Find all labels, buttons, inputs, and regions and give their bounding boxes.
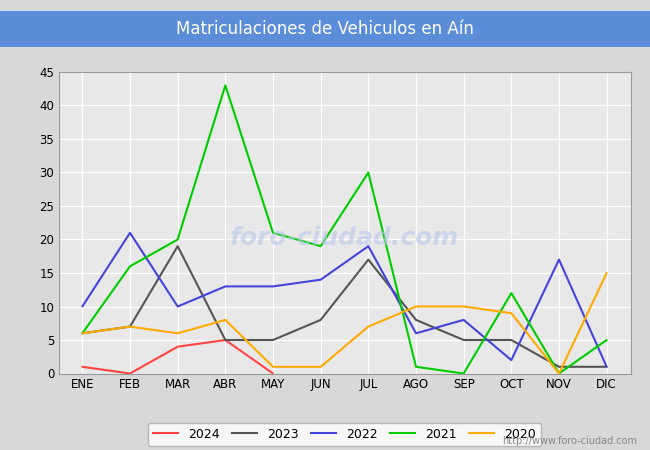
2020: [79, 331, 86, 336]
2020: [460, 304, 467, 309]
2024: [126, 371, 134, 376]
2021: [126, 264, 134, 269]
2020: [317, 364, 324, 369]
2023: [174, 243, 181, 249]
Line: 2024: 2024: [83, 340, 273, 374]
2021: [222, 83, 229, 88]
2023: [126, 324, 134, 329]
2022: [603, 364, 610, 369]
2023: [603, 364, 610, 369]
2021: [79, 331, 86, 336]
2023: [269, 338, 277, 343]
2024: [174, 344, 181, 349]
2021: [603, 338, 610, 343]
2024: [79, 364, 86, 369]
2023: [222, 338, 229, 343]
2020: [222, 317, 229, 323]
2022: [555, 257, 563, 262]
2022: [365, 243, 372, 249]
2021: [460, 371, 467, 376]
2023: [79, 331, 86, 336]
2021: [317, 243, 324, 249]
2020: [365, 324, 372, 329]
2023: [508, 338, 515, 343]
2022: [460, 317, 467, 323]
2022: [508, 357, 515, 363]
2021: [508, 290, 515, 296]
2022: [174, 304, 181, 309]
Legend: 2024, 2023, 2022, 2021, 2020: 2024, 2023, 2022, 2021, 2020: [148, 423, 541, 446]
2022: [222, 284, 229, 289]
Text: foro-ciudad.com: foro-ciudad.com: [230, 226, 459, 250]
2022: [317, 277, 324, 283]
2021: [365, 170, 372, 175]
2023: [460, 338, 467, 343]
2020: [412, 304, 420, 309]
2020: [508, 310, 515, 316]
2023: [412, 317, 420, 323]
Line: 2022: 2022: [83, 233, 606, 367]
2021: [555, 371, 563, 376]
2022: [269, 284, 277, 289]
Text: http://www.foro-ciudad.com: http://www.foro-ciudad.com: [502, 436, 637, 446]
2022: [412, 331, 420, 336]
2023: [317, 317, 324, 323]
2021: [269, 230, 277, 235]
2024: [269, 371, 277, 376]
2020: [555, 371, 563, 376]
2020: [174, 331, 181, 336]
2021: [412, 364, 420, 369]
2022: [79, 304, 86, 309]
2020: [603, 270, 610, 276]
2020: [126, 324, 134, 329]
2020: [269, 364, 277, 369]
2022: [126, 230, 134, 235]
2024: [222, 338, 229, 343]
Line: 2020: 2020: [83, 273, 606, 374]
Line: 2021: 2021: [83, 86, 606, 373]
2021: [174, 237, 181, 242]
2023: [365, 257, 372, 262]
2023: [555, 364, 563, 369]
Line: 2023: 2023: [83, 246, 606, 367]
Text: Matriculaciones de Vehiculos en Aín: Matriculaciones de Vehiculos en Aín: [176, 20, 474, 38]
